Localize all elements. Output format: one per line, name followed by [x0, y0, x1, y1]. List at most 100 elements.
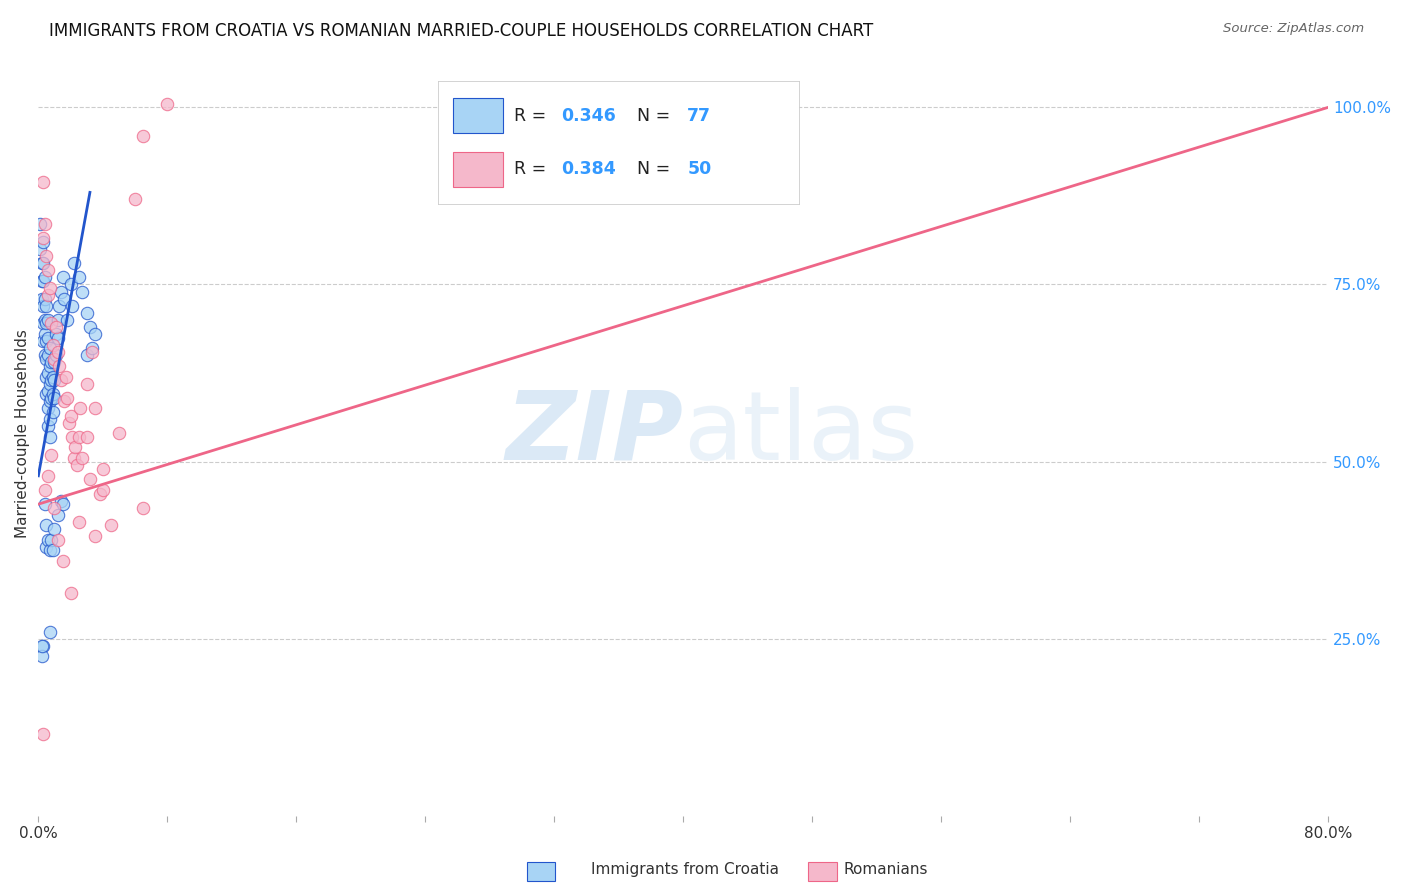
- Point: [76, 306, 98, 320]
- Point: [91, 483, 114, 497]
- Point: [49, 493, 72, 508]
- Point: [80, 344, 103, 359]
- Point: [38, 359, 60, 373]
- Point: [38, 281, 60, 295]
- Point: [31, 639, 53, 653]
- Point: [44, 522, 66, 536]
- Point: [42, 369, 65, 384]
- Point: [35, 387, 58, 401]
- Point: [53, 292, 76, 306]
- Text: atlas: atlas: [683, 387, 918, 480]
- Point: [32, 334, 55, 348]
- Point: [32, 274, 55, 288]
- Point: [39, 317, 62, 331]
- Point: [49, 373, 72, 387]
- Point: [34, 292, 56, 306]
- Point: [59, 585, 82, 599]
- Point: [132, 500, 155, 515]
- Point: [83, 401, 105, 416]
- Y-axis label: Married-couple Households: Married-couple Households: [15, 329, 30, 538]
- Point: [62, 451, 84, 466]
- Point: [34, 348, 56, 362]
- Point: [38, 341, 60, 355]
- Point: [66, 458, 89, 472]
- Point: [38, 376, 60, 391]
- Point: [100, 518, 122, 533]
- Point: [28, 242, 51, 256]
- Point: [37, 468, 59, 483]
- Point: [59, 277, 82, 292]
- Point: [31, 256, 53, 270]
- Point: [37, 313, 59, 327]
- Text: ZIP: ZIP: [505, 387, 683, 480]
- Point: [35, 317, 58, 331]
- Text: Romanians: Romanians: [844, 863, 928, 877]
- Point: [67, 515, 90, 529]
- Point: [79, 472, 101, 486]
- Point: [39, 448, 62, 462]
- Point: [31, 292, 53, 306]
- Point: [35, 540, 58, 554]
- Point: [45, 327, 67, 342]
- Point: [38, 430, 60, 444]
- Text: Source: ZipAtlas.com: Source: ZipAtlas.com: [1223, 22, 1364, 36]
- Point: [34, 327, 56, 342]
- Point: [156, 96, 179, 111]
- Point: [32, 727, 55, 741]
- Point: [32, 256, 55, 270]
- Point: [83, 327, 105, 342]
- Point: [76, 430, 98, 444]
- Point: [37, 533, 59, 547]
- Point: [44, 355, 66, 369]
- Point: [39, 355, 62, 369]
- Point: [70, 285, 93, 299]
- Point: [56, 313, 79, 327]
- Point: [46, 508, 69, 522]
- Point: [48, 359, 70, 373]
- Point: [70, 451, 93, 466]
- Point: [35, 249, 58, 263]
- Point: [35, 334, 58, 348]
- Point: [34, 217, 56, 231]
- Point: [48, 299, 70, 313]
- Point: [44, 500, 66, 515]
- Point: [44, 391, 66, 405]
- Point: [37, 263, 59, 277]
- Point: [32, 235, 55, 249]
- Text: Immigrants from Croatia: Immigrants from Croatia: [591, 863, 779, 877]
- Point: [37, 288, 59, 302]
- Point: [44, 351, 66, 366]
- Point: [37, 366, 59, 380]
- Point: [38, 412, 60, 426]
- Point: [53, 394, 76, 409]
- Point: [51, 554, 73, 568]
- Point: [42, 543, 65, 558]
- Point: [46, 313, 69, 327]
- Point: [108, 426, 131, 441]
- Point: [46, 331, 69, 345]
- Point: [55, 369, 77, 384]
- Point: [60, 299, 83, 313]
- Point: [76, 376, 98, 391]
- Point: [132, 128, 155, 143]
- Point: [60, 430, 83, 444]
- Point: [38, 543, 60, 558]
- Point: [79, 320, 101, 334]
- Point: [35, 369, 58, 384]
- Point: [37, 384, 59, 398]
- Point: [35, 299, 58, 313]
- Point: [39, 533, 62, 547]
- Point: [31, 649, 53, 664]
- Point: [83, 529, 105, 543]
- Point: [34, 483, 56, 497]
- Point: [59, 409, 82, 423]
- Point: [39, 373, 62, 387]
- Point: [34, 313, 56, 327]
- Point: [42, 337, 65, 351]
- Point: [35, 351, 58, 366]
- Point: [69, 401, 91, 416]
- Point: [39, 391, 62, 405]
- Point: [44, 373, 66, 387]
- Point: [49, 285, 72, 299]
- Point: [67, 430, 90, 444]
